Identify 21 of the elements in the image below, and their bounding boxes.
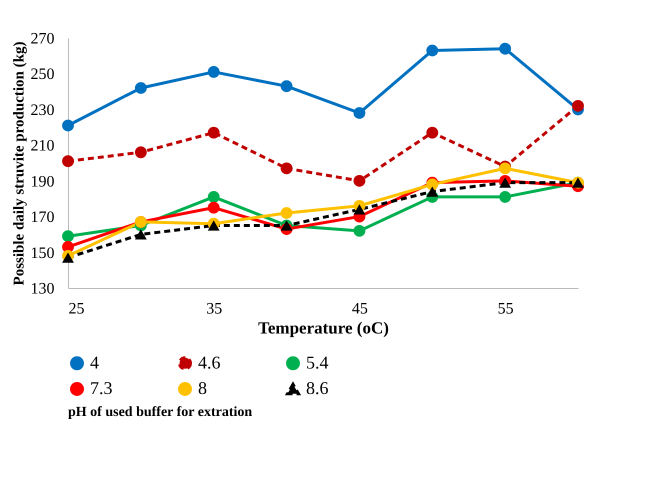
legend-label: 8: [198, 378, 207, 398]
legend-label: 4: [90, 352, 99, 372]
legend-label: 5.4: [306, 352, 328, 372]
y-tick-label: 270: [30, 30, 54, 48]
legend-label: 4.6: [198, 352, 220, 372]
y-tick-label: 210: [30, 138, 54, 155]
y-tick-label: 130: [30, 280, 54, 298]
x-tick-label: 55: [498, 300, 514, 318]
legend-title: pH of used buffer for extration: [68, 405, 252, 420]
x-tick-label: 45: [352, 300, 368, 318]
y-tick-label: 150: [30, 244, 54, 262]
y-tick-label: 250: [30, 66, 54, 84]
y-tick-label: 230: [30, 102, 54, 119]
x-axis-title: Temperature (oC): [258, 318, 389, 338]
legend-label: 8.6: [306, 378, 328, 398]
x-tick-label: 25: [68, 300, 84, 318]
x-tick-label: 35: [206, 300, 222, 318]
y-tick-label: 170: [30, 209, 54, 226]
y-tick-label: 190: [30, 173, 54, 190]
legend-label: 7.3: [90, 378, 112, 398]
y-axis-title: Possible daily struvite production (kg): [12, 42, 28, 286]
